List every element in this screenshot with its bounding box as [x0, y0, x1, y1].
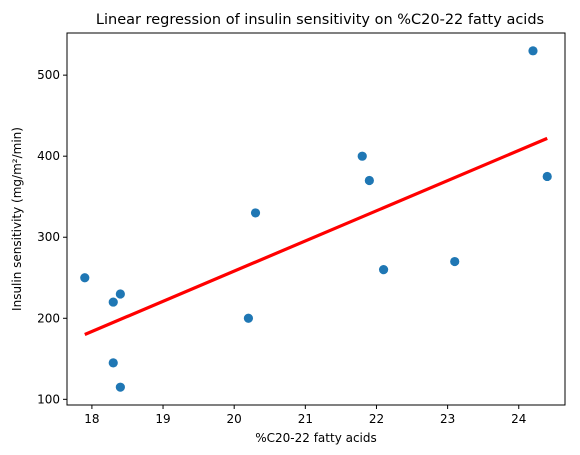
data-point	[108, 297, 118, 307]
regression-line	[84, 136, 548, 336]
x-tick-label: 23	[440, 412, 455, 426]
y-tick-label: 300	[37, 230, 60, 244]
plot-area	[66, 32, 566, 406]
y-axis: 100 200 300 400 500	[37, 68, 67, 406]
data-point	[115, 382, 125, 392]
y-tick-label: 200	[37, 311, 60, 325]
chart-title: Linear regression of insulin sensitivity…	[96, 12, 544, 28]
data-point	[357, 151, 367, 161]
data-point	[378, 265, 389, 275]
data-point	[243, 313, 254, 323]
y-tick-label: 100	[37, 392, 60, 406]
x-tick-label: 19	[155, 412, 170, 426]
x-tick-label: 18	[84, 412, 99, 426]
data-point	[542, 171, 552, 182]
x-axis-label: %C20-22 fatty acids	[255, 431, 377, 445]
y-tick-label: 400	[37, 149, 60, 163]
data-point	[364, 175, 374, 186]
x-tick-label: 21	[298, 412, 313, 426]
data-point	[80, 273, 90, 283]
x-tick-label: 24	[511, 412, 526, 426]
data-point	[250, 208, 261, 218]
x-tick-label: 20	[227, 412, 242, 426]
data-point	[528, 46, 538, 56]
regression-line-group	[84, 136, 548, 336]
y-tick-label: 500	[37, 68, 60, 82]
y-axis-label: Insulin sensitivity (mg/m²/min)	[10, 127, 24, 311]
x-axis: 18 19 20 21 22 23 24	[84, 405, 526, 426]
data-point	[115, 289, 125, 299]
data-point	[450, 256, 460, 267]
x-tick-label: 22	[369, 412, 384, 426]
data-point	[108, 358, 118, 368]
data-points	[80, 46, 552, 392]
